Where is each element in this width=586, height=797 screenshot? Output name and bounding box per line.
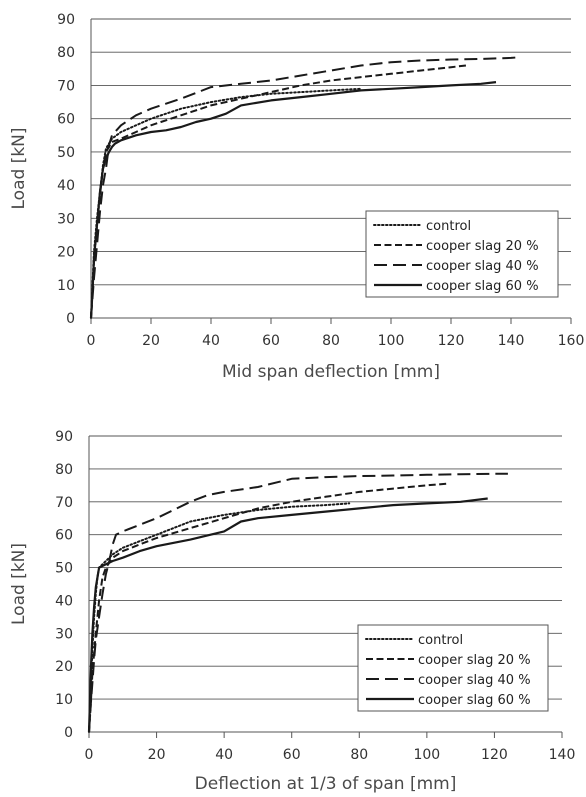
chart1-x-tick-label: 100 [378, 333, 405, 349]
chart2-x-tick-label: 120 [481, 747, 508, 763]
chart1-y-tick-label: 70 [57, 78, 75, 94]
chart1-legend: control cooper slag 20 % cooper slag 40 % c… [365, 210, 559, 298]
chart2-series-line-1 [88, 482, 448, 733]
chart2-y-tick-label: 80 [55, 462, 73, 478]
chart2-legend-label-2: cooper slag 40 % [418, 673, 531, 688]
chart-mid-span-deflection: 0 10 20 30 40 50 60 70 80 90 0 20 40 60 80 100 120 140 160… [9, 12, 584, 382]
chart1-y-tick-label: 20 [57, 245, 75, 261]
chart1-x-tick-label: 120 [438, 333, 465, 349]
chart1-legend-label-3: cooper slag 60 % [426, 279, 539, 294]
chart2-y-tick-label: 90 [55, 429, 73, 445]
chart2-y-tick-label: 50 [55, 561, 73, 577]
chart1-y-tick-label: 10 [57, 278, 75, 294]
chart1-x-tick-label: 20 [142, 333, 160, 349]
chart2-y-tick-label: 30 [55, 626, 73, 642]
chart1-legend-label-2: cooper slag 40 % [426, 259, 539, 274]
chart1-y-tick-label: 30 [57, 211, 75, 227]
chart1-x-tick-label: 0 [87, 333, 96, 349]
chart2-legend: control cooper slag 20 % cooper slag 40 % c… [357, 624, 549, 712]
chart2-y-tick-label: 10 [55, 692, 73, 708]
chart1-series-line-3 [89, 81, 497, 319]
chart2-x-axis-title: Deflection at 1/3 of span [mm] [195, 774, 457, 794]
chart2-x-tick-label: 80 [350, 747, 368, 763]
chart1-y-tick-label: 90 [57, 12, 75, 28]
chart2-x-tick-label: 40 [215, 747, 233, 763]
chart2-series-line-2 [88, 472, 508, 733]
chart2-x-tick-label: 60 [283, 747, 301, 763]
chart2-y-tick-label: 70 [55, 495, 73, 511]
chart2-x-tick-label: 0 [85, 747, 94, 763]
chart1-legend-label-0: control [426, 219, 471, 234]
chart2-y-axis-title: Load [kN] [9, 543, 29, 625]
chart1-y-tick-label: 50 [57, 145, 75, 161]
chart2-x-tick-label: 20 [148, 747, 166, 763]
chart1-x-tick-label: 140 [498, 333, 525, 349]
chart2-legend-label-1: cooper slag 20 % [418, 653, 531, 668]
chart2-series-line-3 [87, 497, 488, 733]
chart1-y-tick-label: 40 [57, 178, 75, 194]
chart2-x-tick-label: 140 [549, 747, 576, 763]
chart1-y-axis-title: Load [kN] [9, 127, 29, 209]
chart2-y-tick-label: 0 [64, 725, 73, 741]
chart1-y-tick-label: 60 [57, 112, 75, 128]
chart1-x-tick-label: 40 [202, 333, 220, 349]
chart1-y-tick-label: 0 [66, 311, 75, 327]
chart2-x-tick-label: 100 [413, 747, 440, 763]
chart1-x-tick-label: 80 [322, 333, 340, 349]
chart-deflection-third-span: 0 10 20 30 40 50 60 70 80 90 0 20 40 60 80 100 120 140 Def… [9, 429, 575, 794]
chart2-legend-label-0: control [418, 633, 463, 648]
chart1-x-tick-label: 160 [558, 333, 585, 349]
chart1-x-tick-label: 60 [262, 333, 280, 349]
chart2-y-tick-label: 20 [55, 659, 73, 675]
chart2-y-tick-label: 60 [55, 528, 73, 544]
chart2-legend-label-3: cooper slag 60 % [418, 693, 531, 708]
chart1-legend-label-1: cooper slag 20 % [426, 239, 539, 254]
chart1-x-axis-title: Mid span deflection [mm] [222, 362, 440, 382]
chart1-series-line-0 [90, 87, 362, 319]
chart1-y-tick-label: 80 [57, 45, 75, 61]
chart2-series-line-0 [88, 502, 351, 733]
chart2-y-tick-label: 40 [55, 593, 73, 609]
